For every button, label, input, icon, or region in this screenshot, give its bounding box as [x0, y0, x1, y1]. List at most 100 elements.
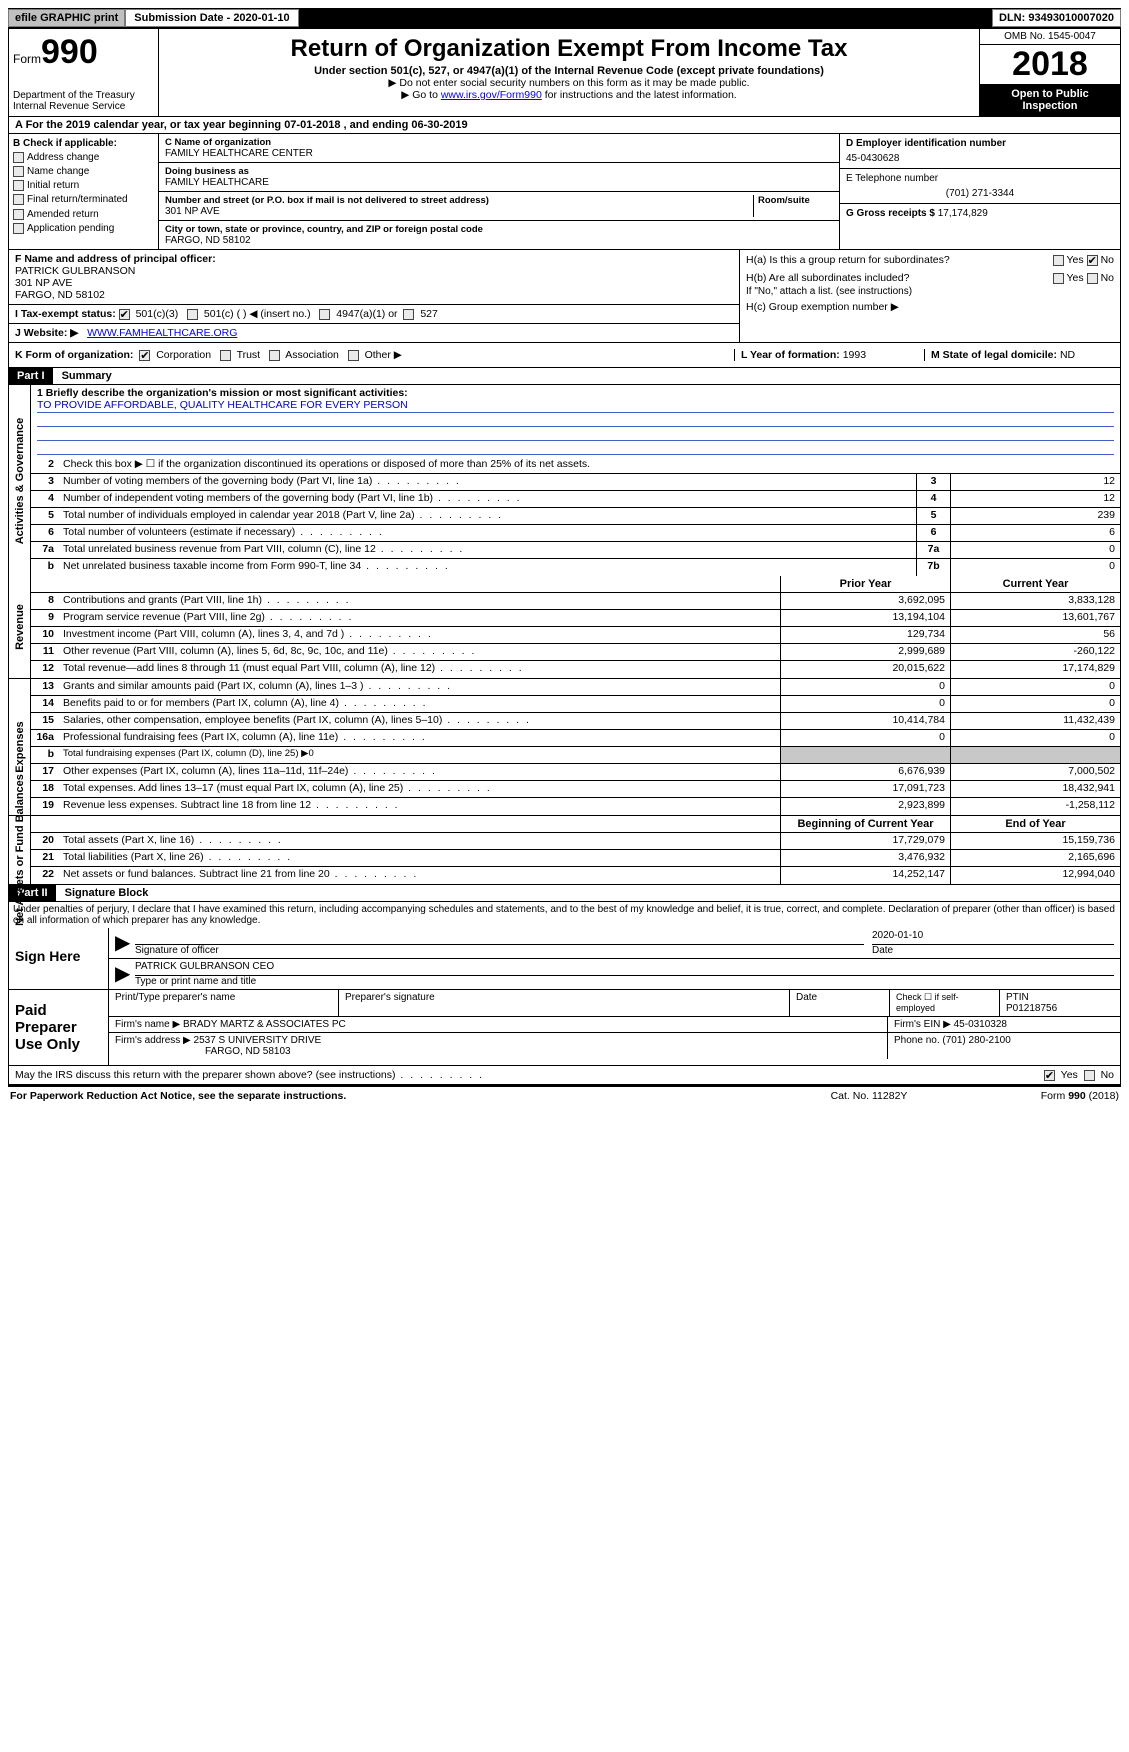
lbl-pending: Application pending — [27, 223, 114, 234]
chk-name[interactable] — [13, 166, 24, 177]
gov-line-5: 5 Total number of individuals employed i… — [31, 508, 1120, 525]
expenses-block: Expenses 13 Grants and similar amounts p… — [9, 679, 1120, 816]
sign-content: ▶ Signature of officer 2020-01-10 Date ▶… — [109, 928, 1120, 989]
gov-line-3: 3 Number of voting members of the govern… — [31, 474, 1120, 491]
ln-num: 15 — [31, 713, 59, 729]
line-2: 2 Check this box ▶ ☐ if the organization… — [31, 457, 1120, 474]
ln-current: 17,174,829 — [950, 661, 1120, 678]
firm-phone: (701) 280-2100 — [942, 1035, 1010, 1046]
ln-current: -1,258,112 — [950, 798, 1120, 815]
line-8: 8 Contributions and grants (Part VIII, l… — [31, 593, 1120, 610]
ln-current: 3,833,128 — [950, 593, 1120, 609]
j-row: J Website: ▶ WWW.FAMHEALTHCARE.ORG — [9, 324, 739, 342]
chk-assoc[interactable] — [269, 350, 280, 361]
chk-address[interactable] — [13, 152, 24, 163]
phone-cell: E Telephone number (701) 271-3344 — [840, 169, 1120, 204]
header-right: OMB No. 1545-0047 2018 Open to Public In… — [980, 29, 1120, 116]
discuss-no[interactable] — [1084, 1070, 1095, 1081]
hb-yes-lbl: Yes — [1067, 272, 1084, 284]
f-row: F Name and address of principal officer:… — [9, 250, 739, 305]
sig-name: PATRICK GULBRANSON CEO — [135, 961, 1114, 975]
chk-initial[interactable] — [13, 180, 24, 191]
ln-val: 0 — [950, 542, 1120, 558]
ln-prior: 2,923,899 — [780, 798, 950, 815]
part1-badge: Part I — [9, 368, 53, 384]
chk-corp[interactable] — [139, 350, 150, 361]
ln-current: 12,994,040 — [950, 867, 1120, 884]
open-inspection: Open to Public Inspection — [980, 84, 1120, 116]
h-right: H(a) Is this a group return for subordin… — [740, 250, 1120, 342]
row-klm: K Form of organization: Corporation Trus… — [9, 343, 1120, 368]
rev-lines: Prior Year Current Year 8 Contributions … — [31, 576, 1120, 678]
chk-final[interactable] — [13, 194, 24, 205]
form-prefix: Form — [13, 52, 41, 66]
i-label: I Tax-exempt status: — [15, 308, 116, 320]
ln-val: 12 — [950, 474, 1120, 490]
paid-label: Paid Preparer Use Only — [9, 990, 109, 1065]
chk-amended[interactable] — [13, 209, 24, 220]
ln-num: 22 — [31, 867, 59, 884]
chk-pending[interactable] — [13, 223, 24, 234]
ln-num: 10 — [31, 627, 59, 643]
ln-text: Total fundraising expenses (Part IX, col… — [59, 747, 780, 763]
k-left: K Form of organization: Corporation Trus… — [15, 349, 734, 361]
ln-text: Contributions and grants (Part VIII, lin… — [59, 593, 780, 609]
chk-501c3[interactable] — [119, 309, 130, 320]
opt-501c: 501(c) ( ) ◀ (insert no.) — [204, 308, 311, 320]
e-label: E Telephone number — [846, 173, 1114, 184]
ln-prior: 0 — [780, 679, 950, 695]
ln-prior: 17,091,723 — [780, 781, 950, 797]
chk-trust[interactable] — [220, 350, 231, 361]
ln2-num: 2 — [31, 457, 59, 473]
line-10: 10 Investment income (Part VIII, column … — [31, 627, 1120, 644]
chk-501c[interactable] — [187, 309, 198, 320]
side-net-text: Net Assets or Fund Balances — [14, 774, 26, 926]
line-13: 13 Grants and similar amounts paid (Part… — [31, 679, 1120, 696]
ln-text: Net assets or fund balances. Subtract li… — [59, 867, 780, 884]
d-label: D Employer identification number — [846, 138, 1114, 149]
opt-501c3: 501(c)(3) — [136, 308, 179, 320]
ln-num: b — [31, 747, 59, 763]
section-fijh: F Name and address of principal officer:… — [9, 250, 1120, 343]
line-14: 14 Benefits paid to or for members (Part… — [31, 696, 1120, 713]
line-b: b Total fundraising expenses (Part IX, c… — [31, 747, 1120, 764]
ln-num: 19 — [31, 798, 59, 815]
sig-name-label: Type or print name and title — [135, 975, 1114, 987]
ln-current: 0 — [950, 679, 1120, 695]
firm-ein: 45-0310328 — [954, 1019, 1007, 1030]
chk-527[interactable] — [403, 309, 414, 320]
discuss-yes[interactable] — [1044, 1070, 1055, 1081]
form-number: Form990 — [13, 33, 154, 72]
mission-text: TO PROVIDE AFFORDABLE, QUALITY HEALTHCAR… — [37, 399, 1114, 413]
sig-line-1: ▶ Signature of officer 2020-01-10 Date — [109, 928, 1120, 959]
ln-num: 3 — [31, 474, 59, 490]
hb-yes[interactable] — [1053, 273, 1064, 284]
lbl-name: Name change — [27, 166, 89, 177]
ha-yes[interactable] — [1053, 255, 1064, 266]
ln-prior: 0 — [780, 730, 950, 746]
k-label: K Form of organization: — [15, 349, 133, 361]
website-link[interactable]: WWW.FAMHEALTHCARE.ORG — [87, 327, 237, 339]
sign-here-label: Sign Here — [9, 928, 109, 989]
ha-no[interactable] — [1087, 255, 1098, 266]
opt-trust: Trust — [237, 349, 261, 361]
side-revenue: Revenue — [9, 576, 31, 678]
c-label: C Name of organization — [165, 137, 833, 148]
ln-num: 8 — [31, 593, 59, 609]
firm-phone-label: Phone no. — [894, 1035, 940, 1046]
ln-current: 15,159,736 — [950, 833, 1120, 849]
chk-4947[interactable] — [319, 309, 330, 320]
gov-lines: 1 Briefly describe the organization's mi… — [31, 385, 1120, 576]
addr-cell: Number and street (or P.O. box if mail i… — [159, 192, 839, 221]
hdr-current: Current Year — [950, 576, 1120, 592]
paid-row-2: Firm's name ▶ BRADY MARTZ & ASSOCIATES P… — [109, 1017, 1120, 1033]
irs-link[interactable]: www.irs.gov/Form990 — [441, 89, 542, 101]
chk-other[interactable] — [348, 350, 359, 361]
ln-num: 12 — [31, 661, 59, 678]
hb-no[interactable] — [1087, 273, 1098, 284]
firm-ein-label: Firm's EIN ▶ — [894, 1019, 951, 1030]
ln-current: 18,432,941 — [950, 781, 1120, 797]
phone-value: (701) 271-3344 — [846, 188, 1114, 199]
ha-yes-lbl: Yes — [1067, 254, 1084, 266]
ha-row: H(a) Is this a group return for subordin… — [746, 254, 1114, 266]
